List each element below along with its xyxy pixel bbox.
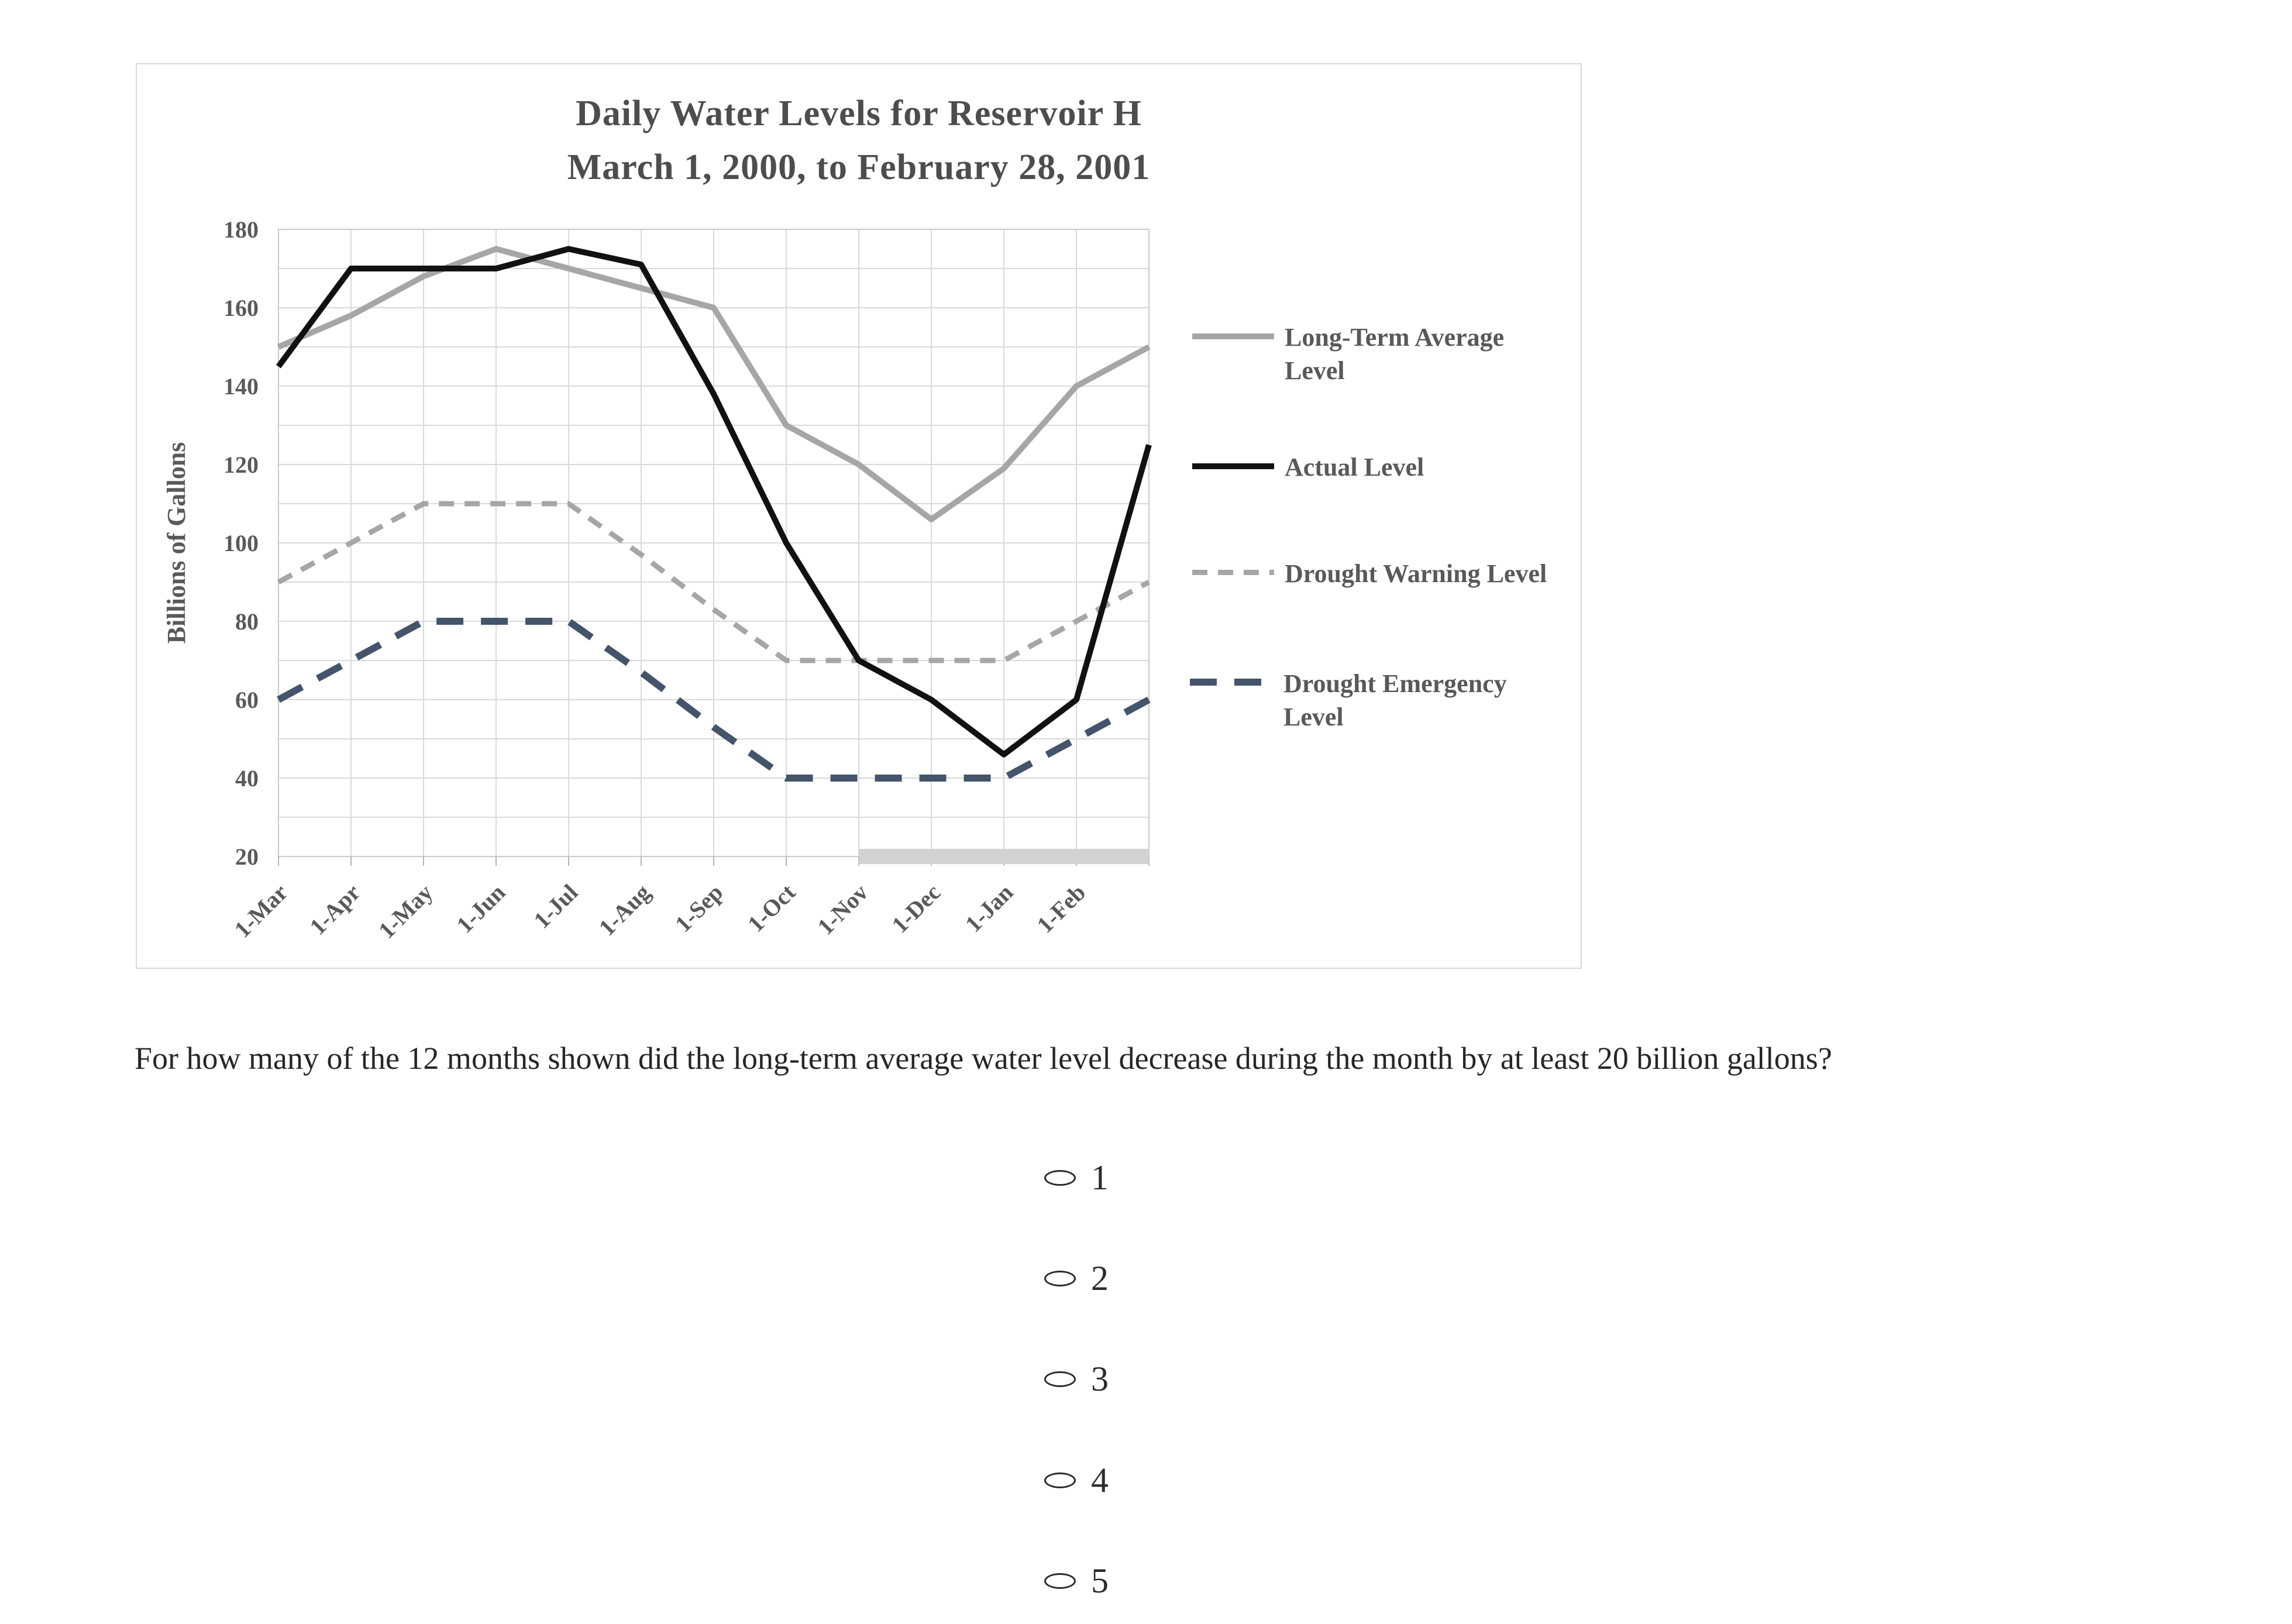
chart-title-line2: March 1, 2000, to February 28, 2001 — [567, 147, 1151, 187]
legend-item-drought-emergency: Drought Emergency Level — [1190, 667, 1558, 734]
svg-text:1-Apr: 1-Apr — [304, 879, 365, 940]
legend-item-drought-warning: Drought Warning Level — [1192, 557, 1560, 590]
gridlines — [278, 229, 1150, 857]
legend-label: Actual Level — [1285, 453, 1424, 481]
option-row-4[interactable]: 4 — [1044, 1460, 1109, 1501]
svg-text:1-Dec: 1-Dec — [886, 879, 945, 938]
svg-text:180: 180 — [223, 216, 259, 243]
radio-button-4[interactable] — [1044, 1472, 1076, 1488]
svg-text:1-Feb: 1-Feb — [1031, 879, 1090, 938]
series-drought-emergency-level — [277, 618, 1151, 782]
svg-text:40: 40 — [235, 765, 259, 792]
series-drought-warning-level — [277, 501, 1151, 663]
option-label-5: 5 — [1091, 1561, 1109, 1600]
chart-title: Daily Water Levels for Reservoir H March… — [136, 87, 1582, 194]
x-axis-labels: 1-Mar 1-Apr 1-May 1-Jun 1-Jul 1-Aug 1-Sep 1-Oct… — [229, 879, 1091, 944]
drought-warning-line-sample — [1192, 570, 1274, 575]
drought-emergency-line-sample — [1190, 679, 1273, 686]
y-axis-labels: 180 160 140 120 100 80 60 40 20 — [223, 216, 259, 870]
series-actual-level — [276, 246, 1152, 758]
option-label-1: 1 — [1091, 1158, 1109, 1197]
radio-button-5[interactable] — [1044, 1573, 1076, 1589]
legend-label: Drought Warning Level — [1285, 559, 1547, 588]
option-row-3[interactable]: 3 — [1044, 1358, 1109, 1399]
question-text: For how many of the 12 months shown did … — [135, 1041, 1832, 1076]
svg-text:1-Jan: 1-Jan — [960, 879, 1018, 937]
svg-text:1-Mar: 1-Mar — [229, 879, 293, 943]
svg-text:60: 60 — [235, 687, 259, 713]
svg-text:120: 120 — [223, 452, 259, 478]
y-axis-title: Billions of Gallons — [162, 442, 191, 644]
svg-text:160: 160 — [223, 295, 259, 321]
chart-title-line1: Daily Water Levels for Reservoir H — [576, 94, 1142, 133]
actual-level-line-sample — [1192, 463, 1274, 469]
radio-button-2[interactable] — [1044, 1270, 1076, 1286]
legend-label: Long-Term Average Level — [1285, 323, 1505, 385]
svg-text:100: 100 — [223, 530, 259, 556]
legend-item-actual-level: Actual Level — [1192, 450, 1560, 484]
option-row-2[interactable]: 2 — [1044, 1258, 1109, 1299]
legend-label: Drought Emergency Level — [1283, 669, 1507, 731]
option-label-3: 3 — [1091, 1360, 1109, 1398]
svg-text:1-Sep: 1-Sep — [670, 879, 728, 937]
radio-button-1[interactable] — [1044, 1169, 1076, 1186]
svg-text:1-Jul: 1-Jul — [528, 879, 583, 934]
option-row-5[interactable]: 5 — [1044, 1560, 1109, 1601]
svg-text:140: 140 — [223, 373, 259, 400]
svg-text:80: 80 — [235, 608, 259, 635]
option-label-4: 4 — [1091, 1461, 1109, 1499]
option-row-1[interactable]: 1 — [1044, 1157, 1109, 1198]
series-long-term-average-level — [277, 246, 1151, 522]
option-label-2: 2 — [1091, 1259, 1109, 1298]
svg-text:1-Aug: 1-Aug — [594, 879, 656, 941]
svg-text:1-Nov: 1-Nov — [812, 879, 873, 940]
long-term-average-line-sample — [1192, 333, 1274, 339]
legend-item-long-term-average: Long-Term Average Level — [1192, 321, 1560, 387]
svg-text:1-Jun: 1-Jun — [451, 879, 510, 938]
radio-button-3[interactable] — [1044, 1371, 1076, 1387]
svg-text:20: 20 — [235, 844, 259, 870]
svg-text:1-Oct: 1-Oct — [742, 879, 801, 937]
svg-text:1-May: 1-May — [373, 879, 438, 944]
